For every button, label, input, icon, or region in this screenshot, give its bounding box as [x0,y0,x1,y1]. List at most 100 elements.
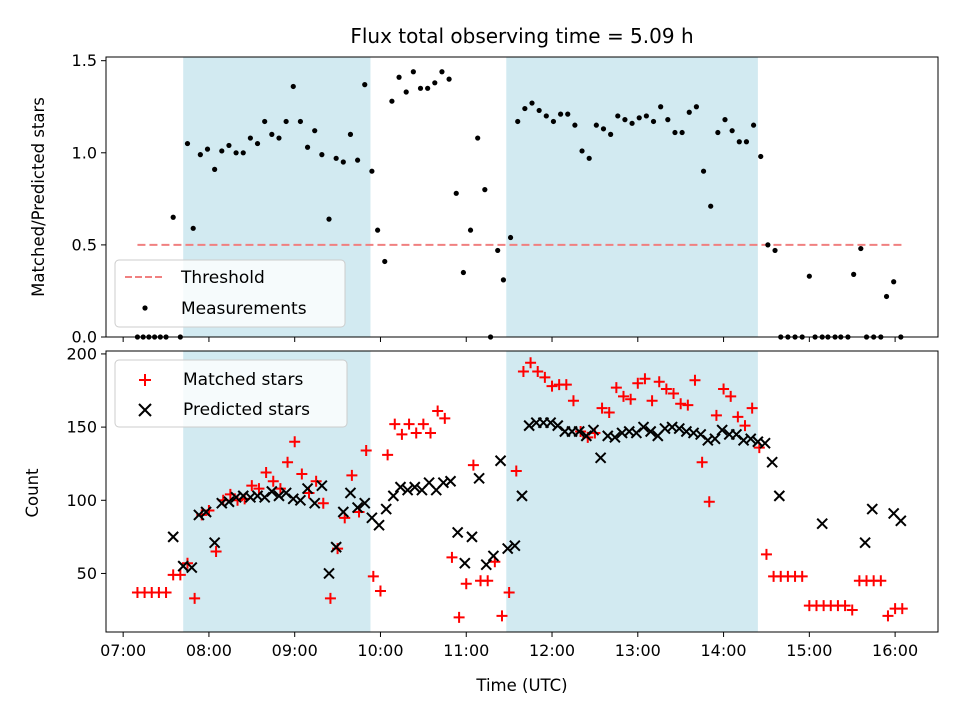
measurement-point [410,69,416,75]
predicted-star-point [451,526,464,539]
predicted-star-point [301,482,314,495]
matched-star-point [896,603,908,615]
matched-star-point [525,357,537,369]
measurement-point [312,128,318,134]
chart-title: Flux total observing time = 5.09 h [350,24,693,48]
measurement-point [522,105,528,112]
measurement-point [529,100,535,106]
matched-star-point [360,445,372,457]
predicted-star-point [494,455,507,467]
measurement-point [722,117,728,123]
predicted-star-point [745,433,757,445]
measurement-point [600,126,607,132]
top-x-axis-ticks [122,337,896,342]
measurement-point [765,242,771,248]
x-tick-label: 14:00 [701,641,747,660]
matched-star-point [210,546,222,558]
measurement-point [304,144,311,150]
predicted-star-point [186,561,198,574]
legend-predicted-label: Predicted stars [183,400,310,420]
predicted-star-point [816,517,828,530]
measurement-point [665,117,671,123]
y-tick-label: 1.0 [72,143,97,162]
x-tick-label: 11:00 [443,641,489,660]
matched-star-point [317,497,329,509]
matched-star-point [267,475,279,487]
measurement-point [254,140,261,147]
measurement-point [693,104,700,110]
predicted-star-point [766,456,778,468]
measurement-point [204,146,211,152]
top-shaded-intervals [183,57,758,337]
measurement-point [226,142,232,149]
predicted-star-point [177,560,189,572]
predicted-star-point [594,452,607,464]
matched-star-point [246,480,258,492]
matched-star-point [189,592,201,604]
predicted-star-point [294,494,307,506]
matched-star-point [374,585,386,597]
matched-star-point [839,600,851,612]
measurement-point [715,129,721,136]
measurement-point [446,76,452,82]
matched-star-point [403,418,415,430]
matched-star-point [739,420,751,432]
measurement-point [643,113,649,119]
x-tick-label: 12:00 [529,641,575,660]
measurement-point [729,128,735,134]
measurement-point [858,245,864,252]
measurement-point [212,166,218,172]
x-tick-label: 07:00 [100,641,146,660]
matched-star-point [746,402,758,414]
predicted-star-point [609,431,621,444]
measurement-point [467,227,474,233]
matched-star-point [617,390,629,402]
measurement-point [269,131,275,137]
matched-star-point [460,578,472,590]
matched-star-point [846,604,858,616]
measurement-point [507,234,514,241]
predicted-star-point [380,503,392,515]
matched-star-point [260,466,272,478]
matched-star-point [610,382,622,394]
y-tick-label: 1.5 [72,51,97,70]
matched-star-point [389,418,401,430]
matched-star-point [725,390,737,402]
predicted-star-point [509,539,521,552]
matched-star-point [503,586,515,598]
predicted-star-point [487,550,500,562]
bottom-legend: Matched stars Predicted stars [114,359,348,428]
x-tick-label: 09:00 [272,641,318,660]
measurement-point [743,139,750,145]
top-y-axis-label: Matched/Predicted stars [29,97,48,297]
measurement-point [672,129,678,136]
matched-star-point [675,398,687,410]
legend-threshold-label: Threshold [180,268,265,288]
matched-star-point [567,395,579,407]
predicted-star-point [223,496,235,508]
legend-measurements-swatch [142,305,148,311]
legend-matched-swatch [139,374,151,386]
measurement-point [565,111,571,117]
x-tick-label: 15:00 [786,641,832,660]
measurement-point [593,122,599,128]
measurement-point [629,120,635,126]
shaded-interval-2 [506,351,758,632]
predicted-star-point [480,558,492,571]
predicted-star-point [895,515,907,527]
predicted-star-point [516,490,528,502]
predicted-star-point [473,472,485,485]
measurement-point [347,131,354,137]
matched-star-point [274,483,286,495]
measurement-point [891,279,897,285]
measurement-point [608,131,614,137]
measurement-point [482,187,488,193]
measurement-point [806,273,812,279]
predicted-star-point [200,506,212,518]
measurement-point [326,216,332,222]
measurement-point [708,203,714,209]
measurement-point [650,118,657,125]
measurement-point [460,269,466,276]
measurement-point [403,89,409,95]
